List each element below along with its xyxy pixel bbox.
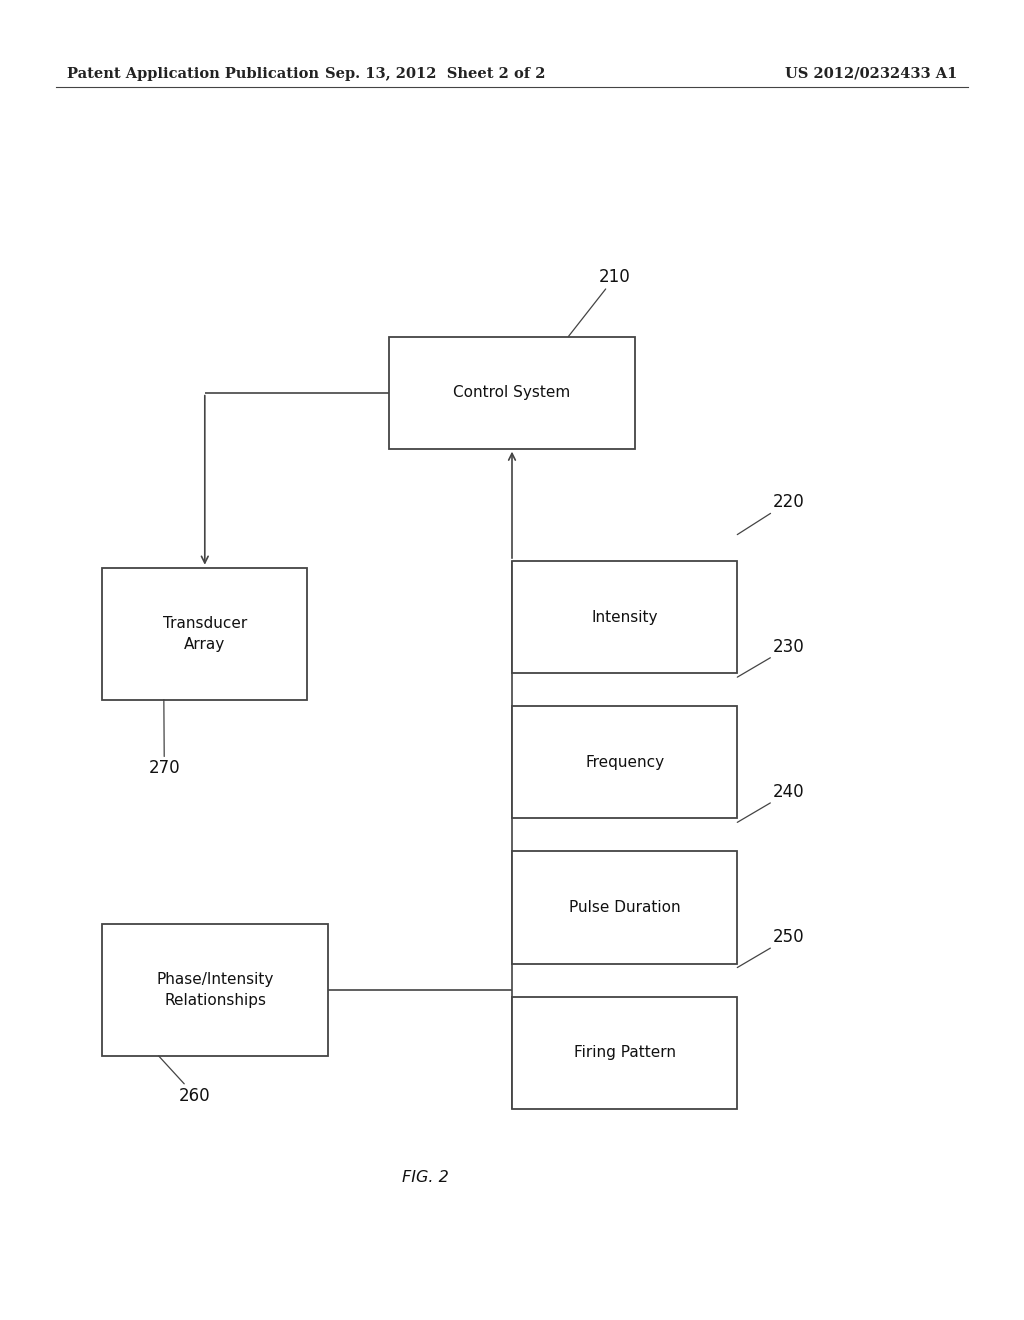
Bar — [512, 561, 737, 673]
Text: FIG. 2: FIG. 2 — [401, 1170, 449, 1185]
Text: 210: 210 — [568, 268, 631, 337]
Text: Transducer
Array: Transducer Array — [163, 615, 247, 652]
Text: US 2012/0232433 A1: US 2012/0232433 A1 — [785, 67, 957, 81]
Text: Frequency: Frequency — [585, 755, 665, 770]
Bar — [512, 997, 737, 1109]
Bar — [389, 337, 635, 449]
Text: 270: 270 — [148, 700, 180, 777]
Text: Pulse Duration: Pulse Duration — [568, 900, 681, 915]
Text: Phase/Intensity
Relationships: Phase/Intensity Relationships — [157, 972, 273, 1008]
Text: Firing Pattern: Firing Pattern — [573, 1045, 676, 1060]
Bar — [102, 568, 307, 700]
Bar — [512, 706, 737, 818]
Text: 240: 240 — [737, 783, 805, 822]
Text: 220: 220 — [737, 492, 805, 535]
Bar — [512, 851, 737, 964]
Text: Intensity: Intensity — [592, 610, 657, 624]
Text: 260: 260 — [159, 1056, 211, 1105]
Text: Patent Application Publication: Patent Application Publication — [67, 67, 318, 81]
Text: Control System: Control System — [454, 385, 570, 400]
Bar — [102, 924, 328, 1056]
Text: 250: 250 — [737, 928, 805, 968]
Text: Sep. 13, 2012  Sheet 2 of 2: Sep. 13, 2012 Sheet 2 of 2 — [325, 67, 546, 81]
Text: 230: 230 — [737, 638, 805, 677]
